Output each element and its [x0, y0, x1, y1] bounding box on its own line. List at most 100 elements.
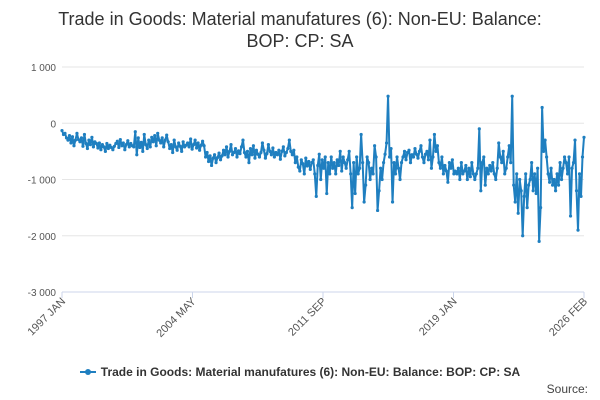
data-point[interactable]	[335, 158, 339, 162]
data-point[interactable]	[256, 152, 260, 156]
data-point[interactable]	[358, 166, 362, 170]
data-point[interactable]	[171, 150, 175, 155]
data-point[interactable]	[212, 153, 217, 157]
data-point[interactable]	[76, 137, 81, 142]
data-point[interactable]	[224, 145, 229, 149]
data-point[interactable]	[121, 141, 125, 145]
data-point[interactable]	[419, 144, 423, 148]
data-point[interactable]	[431, 155, 435, 159]
data-point[interactable]	[226, 155, 230, 159]
data-point[interactable]	[96, 146, 100, 150]
data-point[interactable]	[153, 134, 157, 138]
data-point[interactable]	[75, 131, 79, 135]
data-point[interactable]	[386, 94, 390, 98]
data-point[interactable]	[516, 211, 520, 215]
data-point[interactable]	[313, 172, 317, 176]
data-point[interactable]	[70, 135, 75, 139]
data-point[interactable]	[221, 148, 226, 152]
data-point[interactable]	[346, 158, 350, 162]
data-point[interactable]	[169, 143, 173, 147]
data-point[interactable]	[474, 172, 478, 176]
data-point[interactable]	[370, 166, 374, 170]
data-point[interactable]	[545, 155, 549, 159]
data-point[interactable]	[199, 143, 203, 147]
data-point[interactable]	[177, 141, 181, 145]
data-point[interactable]	[271, 146, 275, 150]
data-point[interactable]	[135, 153, 139, 157]
data-point[interactable]	[525, 206, 529, 210]
data-point[interactable]	[468, 175, 472, 179]
data-point[interactable]	[105, 141, 109, 146]
data-point[interactable]	[531, 189, 535, 193]
data-point[interactable]	[362, 200, 366, 204]
data-point[interactable]	[539, 206, 543, 210]
data-point[interactable]	[148, 145, 152, 149]
data-point[interactable]	[239, 145, 244, 149]
data-point[interactable]	[506, 155, 510, 159]
data-point[interactable]	[141, 149, 145, 153]
data-point[interactable]	[111, 148, 115, 152]
data-point[interactable]	[274, 150, 278, 155]
data-point[interactable]	[480, 161, 484, 165]
data-point[interactable]	[378, 166, 383, 170]
data-point[interactable]	[570, 166, 574, 170]
data-point[interactable]	[577, 172, 582, 176]
data-point[interactable]	[440, 155, 444, 159]
data-point[interactable]	[518, 177, 522, 182]
data-point[interactable]	[498, 155, 502, 159]
data-point[interactable]	[491, 161, 495, 165]
data-point[interactable]	[202, 144, 206, 148]
data-point[interactable]	[230, 153, 235, 157]
data-point[interactable]	[254, 148, 259, 152]
data-point[interactable]	[232, 150, 236, 155]
data-point[interactable]	[198, 148, 202, 152]
data-point[interactable]	[571, 161, 576, 165]
data-point[interactable]	[132, 145, 136, 149]
data-point[interactable]	[383, 152, 387, 156]
data-point[interactable]	[325, 191, 329, 196]
data-point[interactable]	[248, 146, 253, 151]
data-point[interactable]	[533, 172, 537, 176]
data-point[interactable]	[60, 128, 64, 133]
data-point[interactable]	[311, 158, 315, 162]
data-point[interactable]	[162, 145, 166, 149]
data-point[interactable]	[242, 150, 247, 155]
data-point[interactable]	[108, 143, 112, 147]
data-point[interactable]	[123, 148, 127, 152]
data-point[interactable]	[310, 161, 314, 165]
data-point[interactable]	[435, 144, 440, 148]
data-point[interactable]	[136, 136, 140, 140]
data-point[interactable]	[85, 146, 90, 151]
data-point[interactable]	[166, 140, 170, 144]
data-point[interactable]	[286, 146, 290, 151]
data-point[interactable]	[301, 162, 305, 166]
data-point[interactable]	[100, 143, 104, 147]
data-point[interactable]	[465, 177, 469, 182]
data-point[interactable]	[522, 194, 526, 198]
data-point[interactable]	[229, 143, 233, 147]
data-point[interactable]	[580, 155, 585, 159]
data-point[interactable]	[393, 172, 398, 176]
data-point[interactable]	[365, 155, 369, 159]
data-point[interactable]	[180, 149, 184, 153]
data-point[interactable]	[69, 141, 73, 145]
data-point[interactable]	[375, 208, 380, 213]
data-point[interactable]	[82, 132, 87, 137]
data-point[interactable]	[259, 150, 263, 155]
data-point[interactable]	[326, 161, 330, 165]
data-point[interactable]	[513, 200, 517, 204]
data-point[interactable]	[536, 166, 540, 170]
data-point[interactable]	[574, 189, 579, 193]
data-point[interactable]	[373, 144, 377, 148]
data-point[interactable]	[420, 155, 425, 159]
data-point[interactable]	[444, 169, 448, 173]
data-point[interactable]	[317, 152, 321, 156]
data-point[interactable]	[374, 155, 378, 159]
data-point[interactable]	[302, 172, 306, 176]
data-point[interactable]	[438, 166, 443, 170]
data-point[interactable]	[528, 177, 532, 182]
data-point[interactable]	[72, 144, 76, 148]
data-point[interactable]	[344, 166, 348, 170]
data-point[interactable]	[196, 141, 200, 145]
data-point[interactable]	[411, 155, 416, 159]
